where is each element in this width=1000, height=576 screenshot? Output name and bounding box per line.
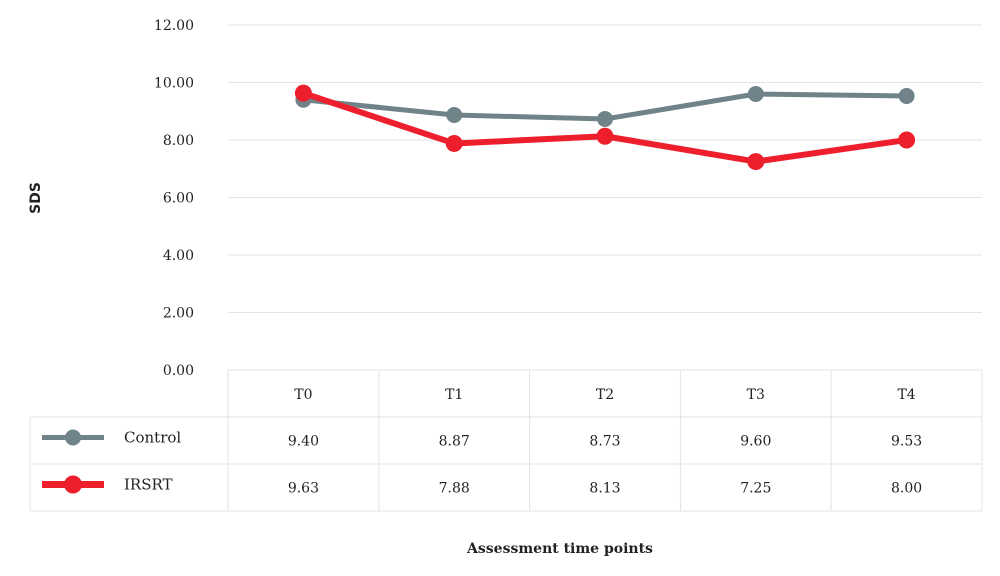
- data-point: [747, 153, 765, 171]
- data-point: [597, 111, 613, 128]
- data-point: [445, 134, 463, 152]
- data-point: [898, 88, 915, 105]
- data-point: [596, 127, 614, 145]
- y-tick-label: 8.00: [163, 133, 194, 149]
- x-category-label: T3: [747, 387, 765, 403]
- gridlines: [228, 24, 982, 371]
- y-tick-label: 0.00: [163, 363, 194, 379]
- table-value: 8.87: [439, 434, 470, 450]
- legend-label: IRSRT: [124, 476, 173, 494]
- y-tick-label: 2.00: [163, 306, 194, 322]
- series-line: [300, 90, 910, 165]
- y-tick-label: 4.00: [163, 248, 194, 264]
- y-axis-ticks: 0.00 2.00 4.00 6.00 8.00 10.00 12.00: [154, 18, 194, 379]
- y-tick-label: 10.00: [154, 76, 194, 92]
- table-value: 7.88: [439, 481, 470, 497]
- table-value: 9.60: [740, 434, 771, 450]
- table-value: 9.53: [891, 434, 922, 450]
- data-point: [446, 106, 463, 123]
- x-axis-label: Assessment time points: [466, 541, 653, 557]
- y-tick-label: 12.00: [154, 18, 194, 34]
- x-category-label: T1: [445, 387, 463, 403]
- series-lines: [294, 84, 916, 171]
- data-point: [294, 84, 312, 102]
- table-value: 9.40: [288, 434, 319, 450]
- data-point: [898, 131, 916, 149]
- legend-marker: [64, 475, 82, 494]
- x-category-label: T4: [897, 387, 915, 403]
- table-value: 8.13: [589, 481, 620, 497]
- data-table: T0 T1 T2 T3 T4 Control 9.40 8.87 8.73 9.60 9.53 IRS…: [29, 370, 983, 512]
- table-value: 8.00: [891, 481, 922, 497]
- table-value: 8.73: [589, 434, 620, 450]
- y-tick-label: 6.00: [163, 191, 194, 207]
- x-category-label: T0: [294, 387, 312, 403]
- table-value: 7.25: [740, 481, 771, 497]
- table-value: 9.63: [288, 481, 319, 497]
- data-point: [747, 86, 764, 102]
- legend-label: Control: [124, 429, 181, 447]
- x-category-label: T2: [596, 387, 614, 403]
- y-axis-label: SDS: [28, 182, 44, 214]
- legend-marker: [65, 429, 81, 446]
